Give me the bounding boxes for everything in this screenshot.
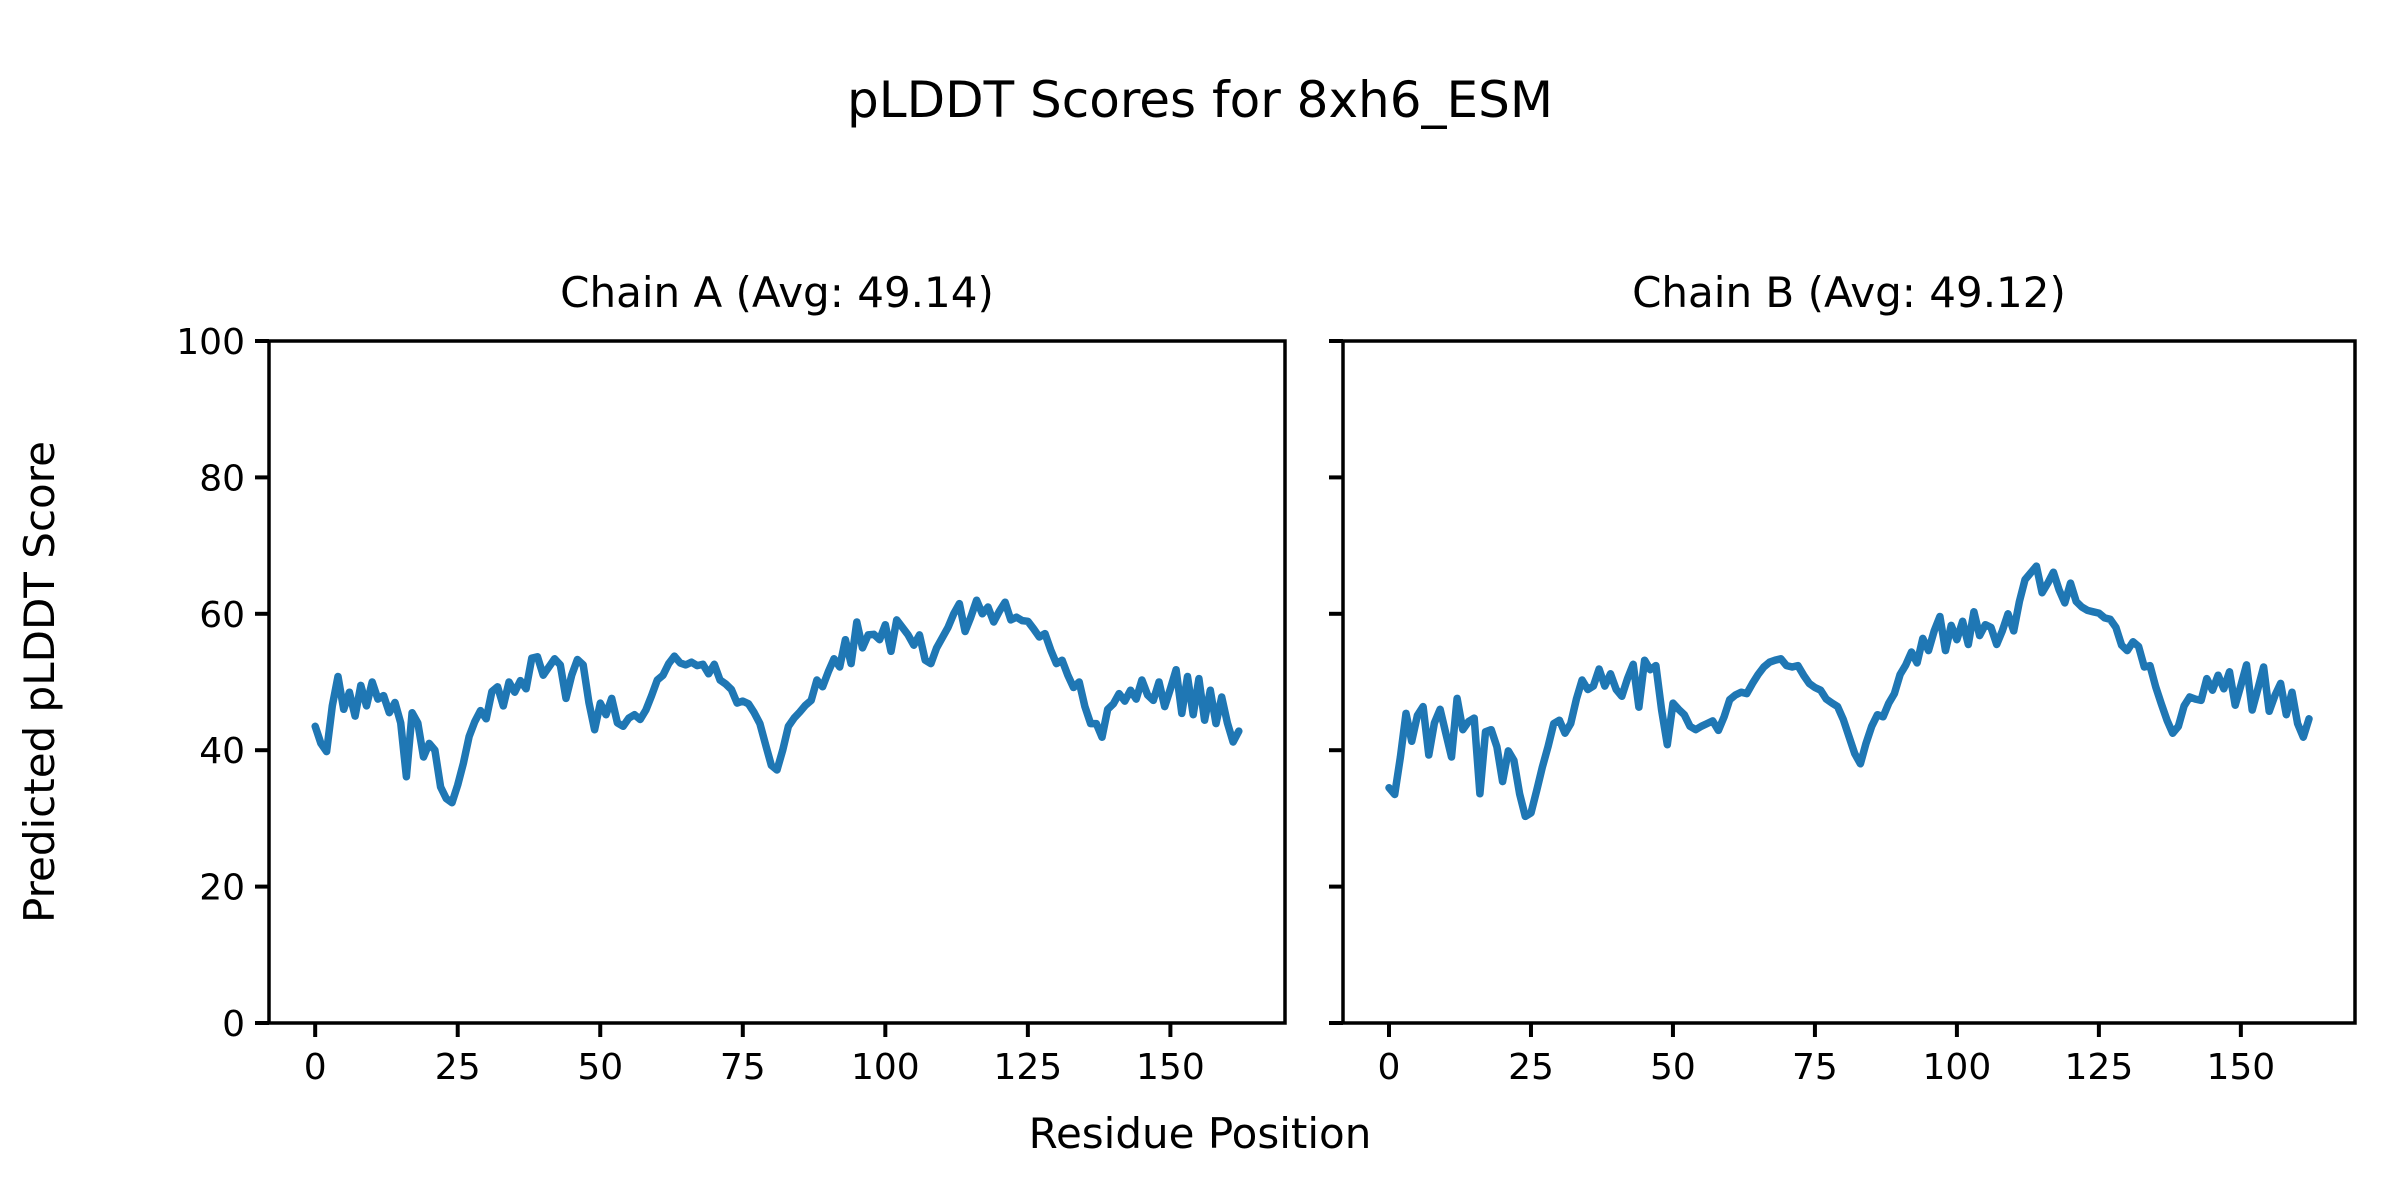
- figure-title: pLDDT Scores for 8xh6_ESM: [846, 71, 1554, 129]
- axes-spines: [1341, 339, 2357, 1025]
- y-tick-label: 0: [222, 1004, 245, 1045]
- chain-b-line-plot: 0 25 50 75 100 125 150: [1329, 339, 2357, 1088]
- y-tick-label: 100: [176, 322, 245, 363]
- x-tick-label: 75: [1792, 1047, 1838, 1088]
- x-tick-label: 25: [435, 1047, 481, 1088]
- chain-a-axes: Chain A (Avg: 49.14) 0 25 50 75 100 125 150 0 20…: [176, 269, 1287, 1088]
- y-tick-label: 20: [199, 868, 245, 909]
- plddt-line-series: [311, 596, 1243, 807]
- x-tick-label: 125: [994, 1047, 1063, 1088]
- x-axis-label: Residue Position: [1028, 1109, 1372, 1158]
- chain-a-title: Chain A (Avg: 49.14): [560, 268, 994, 317]
- x-tick-label: 50: [1650, 1047, 1696, 1088]
- x-tick-label: 0: [1378, 1047, 1401, 1088]
- plddt-line-series: [1385, 562, 2313, 821]
- x-tick-label: 25: [1508, 1047, 1554, 1088]
- y-tick-label: 80: [199, 458, 245, 499]
- y-tick-label: 60: [199, 595, 245, 636]
- x-tick-label: 50: [577, 1047, 623, 1088]
- chain-b-axes: Chain B (Avg: 49.12) 0 25 50 75 100 125 150: [1329, 269, 2357, 1088]
- x-tick-label: 125: [2065, 1047, 2134, 1088]
- y-tick-label: 40: [199, 731, 245, 772]
- x-tick-label: 100: [851, 1047, 920, 1088]
- chain-a-line-plot: 0 25 50 75 100 125 150 0 20 40 60 80 100: [176, 322, 1287, 1088]
- x-tick-label: 0: [304, 1047, 327, 1088]
- x-tick-label: 150: [2206, 1047, 2275, 1088]
- x-tick-label: 150: [1136, 1047, 1205, 1088]
- y-axis-label: Predicted pLDDT Score: [15, 441, 64, 923]
- chain-b-title: Chain B (Avg: 49.12): [1632, 268, 2066, 317]
- x-tick-label: 100: [1923, 1047, 1992, 1088]
- x-tick-label: 75: [720, 1047, 766, 1088]
- axes-spines: [267, 339, 1287, 1025]
